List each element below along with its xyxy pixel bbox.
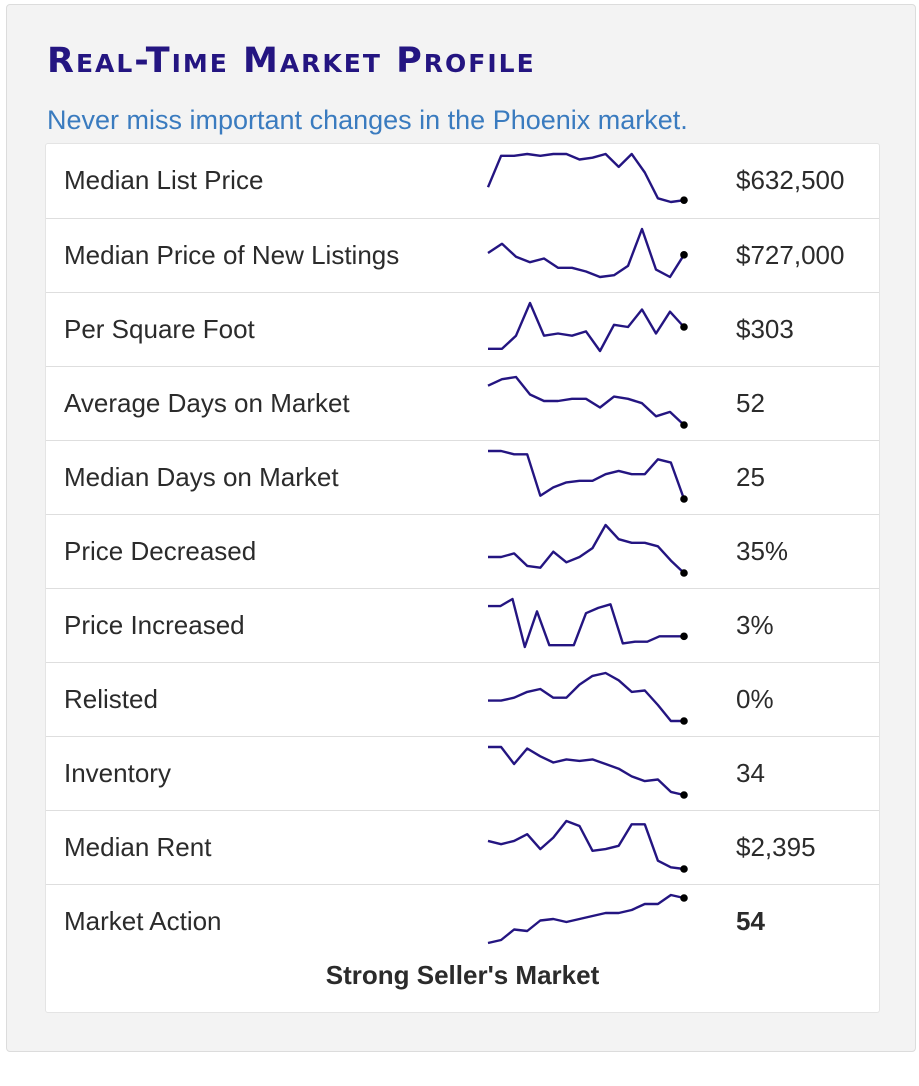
- stat-label: Median Price of New Listings: [64, 240, 400, 270]
- sparkline-endpoint-dot: [680, 632, 688, 641]
- sparkline-trend-line: [486, 152, 685, 204]
- market-stats-table: Median List Price $632,500 Median Price …: [45, 143, 880, 1013]
- sparkline-endpoint-dot: [680, 865, 688, 873]
- stat-row-median-rent[interactable]: Median Rent $2,395: [46, 810, 879, 884]
- sparkline-trend-line: [488, 745, 685, 797]
- stat-value: 52: [736, 388, 765, 418]
- sparkline-trend-line: [488, 597, 684, 649]
- stat-label: Median List Price: [64, 165, 264, 195]
- stat-row-relisted[interactable]: Relisted 0%: [46, 662, 879, 736]
- sparkline-trend-line: [488, 449, 686, 500]
- stat-value: 3%: [736, 610, 774, 640]
- sparkline-endpoint-dot: [680, 894, 688, 902]
- sparkline-average-days-on-market: [487, 375, 688, 429]
- sparkline-trend-line: [487, 375, 685, 426]
- stat-row-market-action[interactable]: Market Action 54: [46, 884, 879, 958]
- stat-value: 0%: [736, 684, 774, 714]
- stat-row-price-decreased[interactable]: Price Decreased 35%: [46, 514, 879, 588]
- sparkline-trend-line: [487, 893, 685, 945]
- sparkline-trend-line: [487, 819, 685, 871]
- sparkline-per-square-foot: [488, 301, 688, 353]
- stat-label: Price Increased: [64, 610, 245, 640]
- stat-label: Inventory: [64, 758, 171, 788]
- stat-label: Relisted: [64, 684, 158, 714]
- stat-label: Per Square Foot: [64, 314, 255, 344]
- stat-label: Average Days on Market: [64, 388, 350, 418]
- sparkline-median-list-price: [486, 152, 688, 204]
- stat-value: 25: [736, 462, 765, 492]
- sparkline-trend-line: [487, 227, 686, 279]
- stat-value: $727,000: [736, 240, 845, 270]
- stat-row-average-days-on-market[interactable]: Average Days on Market 52: [46, 366, 879, 440]
- page-subtitle: Never miss important changes in the Phoe…: [47, 105, 688, 135]
- sparkline-endpoint-dot: [680, 495, 688, 503]
- market-status-label: Strong Seller's Market: [325, 960, 600, 990]
- sparkline-median-price-new-listings: [487, 227, 688, 279]
- stat-value: $2,395: [736, 832, 816, 862]
- stat-value: 34: [736, 758, 765, 788]
- page-title: Real-Time Market Profile: [47, 41, 536, 81]
- sparkline-median-days-on-market: [488, 449, 688, 503]
- stat-label: Market Action: [64, 906, 222, 936]
- sparkline-relisted: [488, 671, 688, 725]
- sparkline-price-decreased: [488, 523, 688, 577]
- sparkline-endpoint-dot: [680, 421, 688, 429]
- sparkline-median-rent: [487, 819, 688, 873]
- stat-row-median-list-price[interactable]: Median List Price $632,500: [46, 144, 879, 218]
- market-profile-panel: Real-Time Market Profile Never miss impo…: [6, 4, 916, 1052]
- stat-label: Median Days on Market: [64, 462, 339, 492]
- market-action-score: 54: [736, 906, 765, 936]
- sparkline-trend-line: [488, 671, 684, 723]
- sparkline-endpoint-dot: [680, 791, 688, 799]
- sparkline-endpoint-dot: [680, 196, 688, 204]
- sparkline-endpoint-dot: [680, 717, 688, 725]
- sparkline-price-increased: [488, 597, 688, 649]
- sparkline-trend-line: [488, 301, 685, 353]
- sparkline-inventory: [488, 745, 688, 799]
- sparkline-endpoint-dot: [680, 251, 688, 259]
- stat-value: 35%: [736, 536, 789, 566]
- stat-row-median-price-new-listings[interactable]: Median Price of New Listings $727,000: [46, 218, 879, 292]
- stat-row-per-square-foot[interactable]: Per Square Foot $303: [46, 292, 879, 366]
- sparkline-endpoint-dot: [680, 569, 688, 577]
- stat-row-price-increased[interactable]: Price Increased 3%: [46, 588, 879, 662]
- stat-value: $632,500: [736, 165, 845, 195]
- stat-row-median-days-on-market[interactable]: Median Days on Market 25: [46, 440, 879, 514]
- sparkline-trend-line: [488, 523, 685, 574]
- stat-row-inventory[interactable]: Inventory 34: [46, 736, 879, 810]
- sparkline-endpoint-dot: [680, 323, 688, 331]
- stat-label: Price Decreased: [64, 536, 257, 566]
- stat-label: Median Rent: [64, 832, 212, 862]
- stat-value: $303: [736, 314, 794, 344]
- sparkline-market-action: [487, 893, 688, 945]
